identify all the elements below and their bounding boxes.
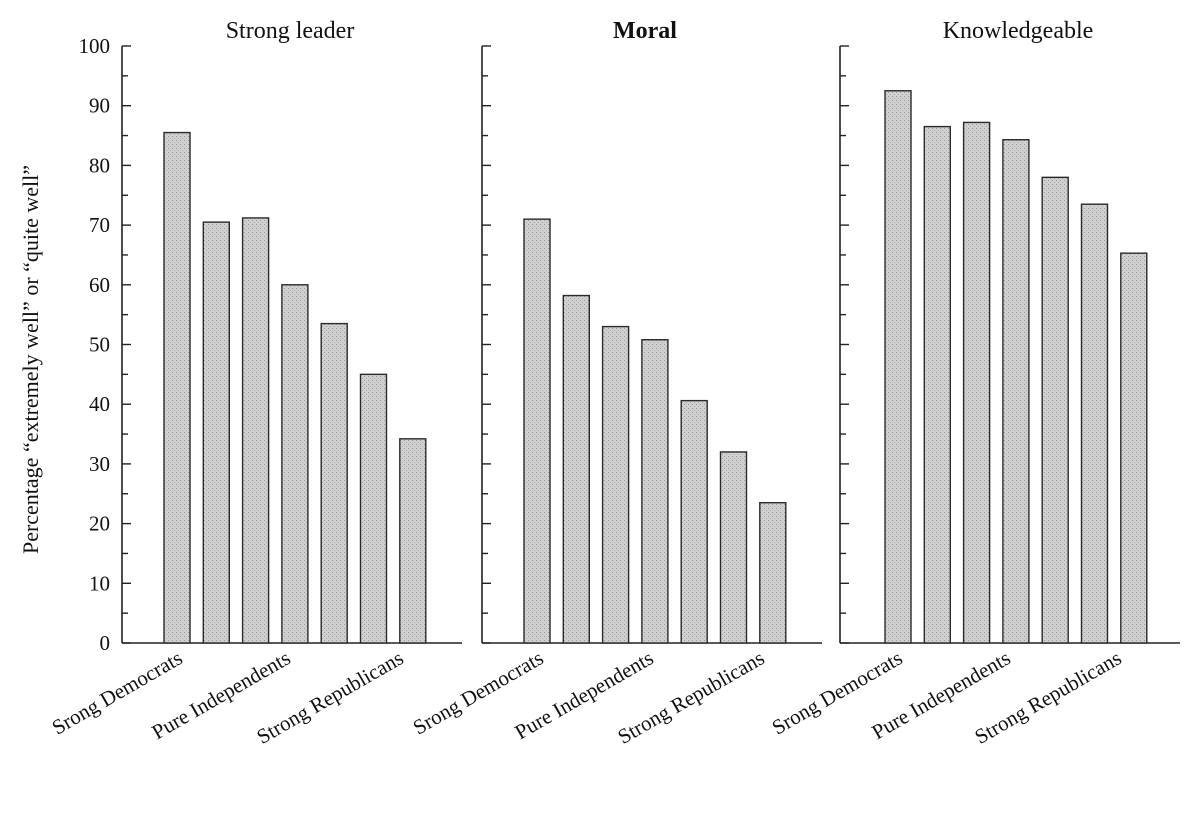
bar (641, 339, 669, 644)
bar (359, 373, 388, 644)
bar (202, 221, 231, 644)
y-tick-label: 40 (89, 392, 110, 416)
bar (163, 131, 191, 644)
bar (399, 438, 427, 644)
y-tick-label: 50 (89, 333, 110, 357)
bar (320, 322, 348, 644)
y-tick-label: 60 (89, 273, 110, 297)
y-tick-label: 90 (89, 94, 110, 118)
bar (601, 325, 630, 644)
bar (1080, 203, 1109, 644)
chart-title: Knowledgeable (943, 18, 1094, 44)
bar (680, 399, 708, 644)
chart-title: Moral (613, 18, 677, 44)
bar (1002, 139, 1030, 644)
y-tick-label: 30 (89, 452, 110, 476)
bar (759, 502, 787, 644)
y-tick-label: 10 (89, 571, 110, 595)
bar (923, 125, 951, 644)
y-tick-label: 0 (100, 631, 111, 655)
bar (1041, 176, 1069, 644)
y-tick-label: 100 (79, 34, 111, 58)
bar (962, 121, 991, 644)
bar (241, 217, 270, 644)
chart-panel-1: 0 10 20 30 40 50 60 70 80 90 100 Percentage “extrem… (18, 18, 462, 749)
bar (562, 294, 590, 644)
y-tick-label: 70 (89, 213, 110, 237)
bar (523, 218, 551, 644)
chart-title: Strong leader (226, 18, 355, 44)
bar (884, 90, 912, 644)
bar (1120, 252, 1148, 644)
bar (719, 451, 748, 644)
y-tick-label: 20 (89, 512, 110, 536)
y-tick-label: 80 (89, 153, 110, 177)
bar (281, 284, 309, 644)
y-axis-title: Percentage “extremely well” or “quite we… (18, 165, 43, 554)
